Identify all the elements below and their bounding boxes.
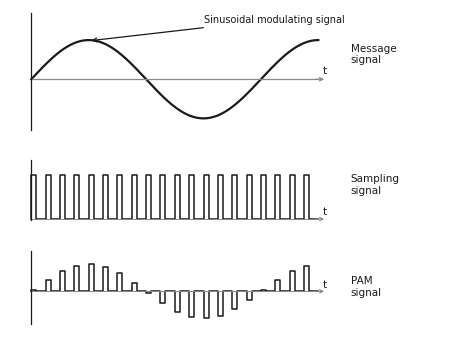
Text: Sinusoidal modulating signal: Sinusoidal modulating signal: [93, 15, 344, 42]
Text: Message
signal: Message signal: [351, 44, 396, 65]
Text: Sampling
signal: Sampling signal: [351, 174, 400, 196]
Text: t: t: [323, 207, 327, 217]
Text: PAM
signal: PAM signal: [351, 276, 382, 298]
Text: t: t: [323, 66, 327, 76]
Text: t: t: [323, 280, 327, 290]
